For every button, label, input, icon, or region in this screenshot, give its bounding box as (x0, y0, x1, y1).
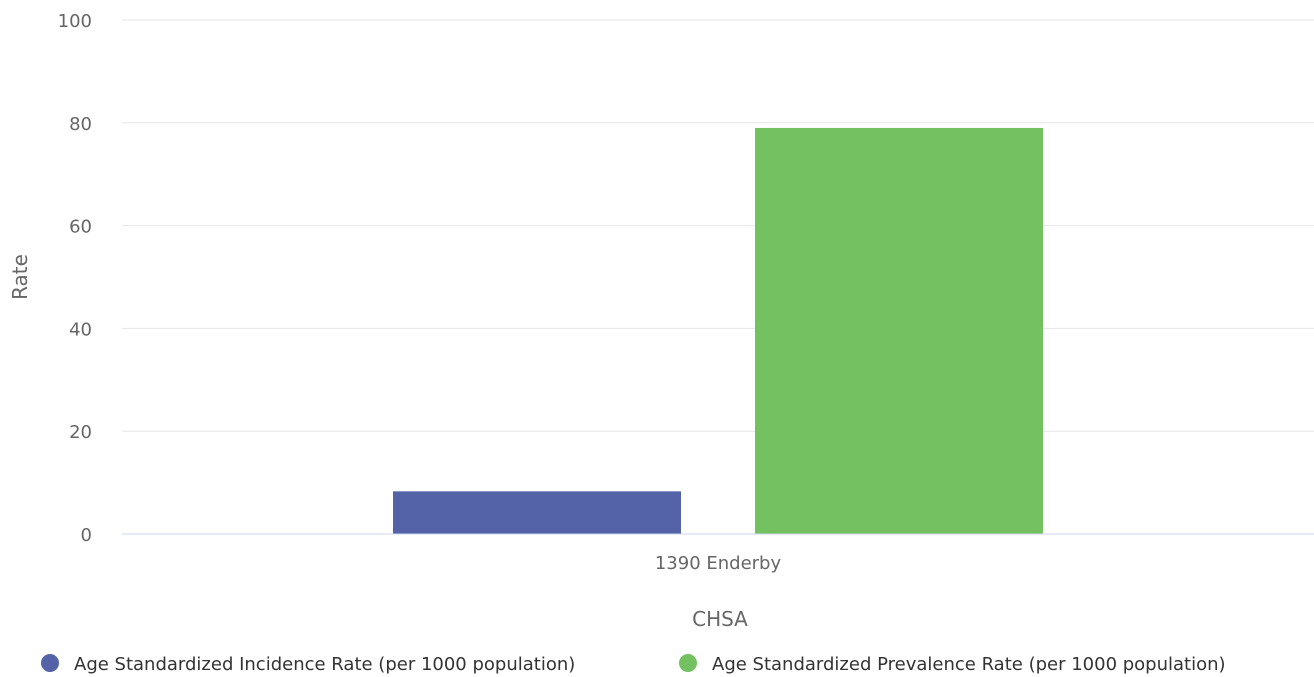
bars (393, 128, 1043, 534)
y-tick-label: 100 (58, 11, 92, 32)
y-tick-label: 20 (69, 422, 92, 443)
y-tick-label: 80 (69, 114, 92, 135)
legend-label[interactable]: Age Standardized Incidence Rate (per 100… (74, 654, 575, 675)
y-tick-label: 0 (81, 525, 92, 546)
legend-marker[interactable] (41, 654, 59, 672)
y-axis-ticks: 0 20 40 60 80 100 (58, 11, 92, 546)
legend: Age Standardized Incidence Rate (per 100… (41, 654, 1226, 675)
x-axis-title: CHSA (692, 607, 748, 631)
x-axis-ticks: 1390 Enderby (655, 553, 782, 574)
grid-lines (122, 20, 1314, 431)
y-tick-label: 40 (69, 319, 92, 340)
y-tick-label: 60 (69, 217, 92, 238)
bar-prevalence[interactable] (755, 128, 1043, 534)
legend-marker[interactable] (679, 654, 697, 672)
bar-incidence[interactable] (393, 491, 681, 534)
x-tick-label: 1390 Enderby (655, 553, 782, 574)
y-axis-title: Rate (8, 254, 32, 300)
legend-label[interactable]: Age Standardized Prevalence Rate (per 10… (712, 654, 1226, 675)
